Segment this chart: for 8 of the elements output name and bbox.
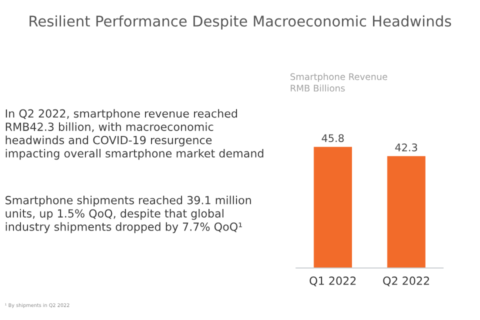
x-tick-label: Q1 2022 xyxy=(310,276,356,286)
x-tick-label: Q2 2022 xyxy=(383,276,430,286)
data-label: 42.3 xyxy=(395,143,418,152)
text: Smartphone shipments reached 39.1 million units, up 1.5% QoQ, despite that global industry shipments dropped by 7.7% QoQ¹ xyxy=(6,196,251,234)
text: In Q2 2022, smartphone revenue reached RMB42.3 billion, with macroeconomic headwinds and COVID-19 resurgence impacting overall smartphone market demand xyxy=(6,109,264,160)
data-label: 45.8 xyxy=(322,134,344,142)
chart-subtitle: Smartphone Revenue RMB Billions xyxy=(290,73,388,92)
chart-title: Resilient Performance Despite Macroeconomic Headwinds xyxy=(30,15,452,30)
